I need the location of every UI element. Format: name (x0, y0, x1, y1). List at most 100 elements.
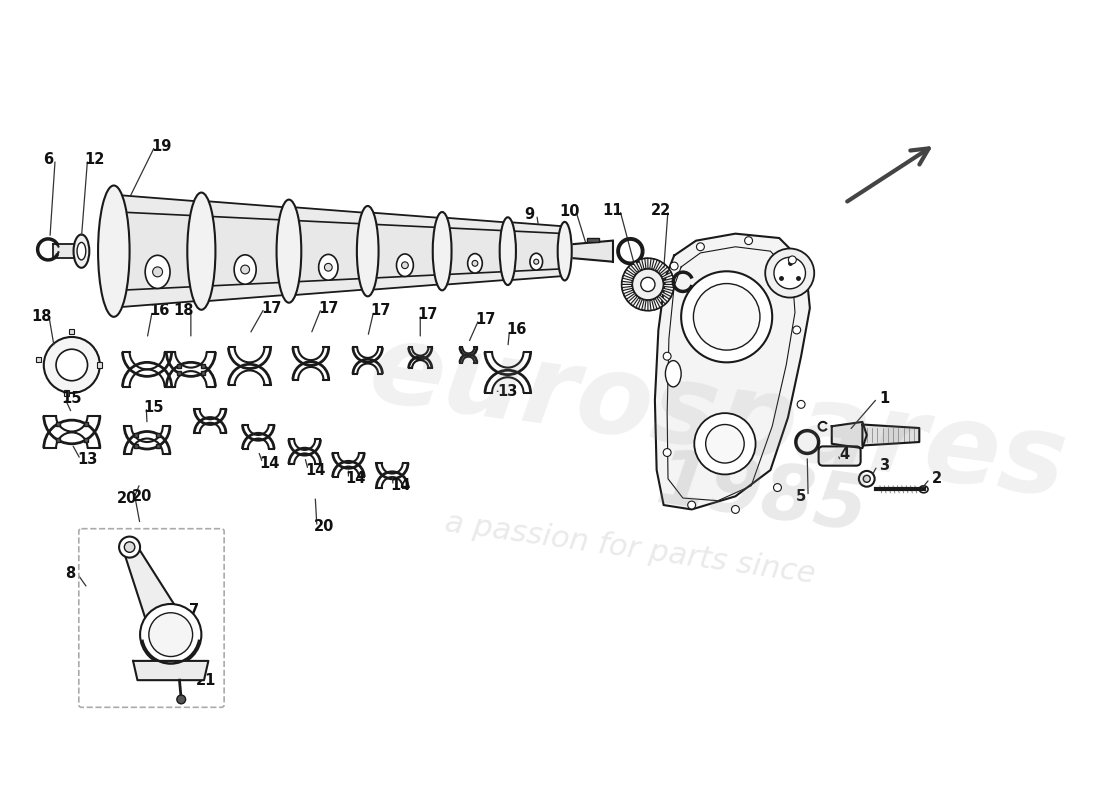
Polygon shape (624, 290, 634, 297)
Polygon shape (650, 258, 654, 269)
Polygon shape (658, 295, 668, 304)
Ellipse shape (319, 254, 338, 280)
Polygon shape (508, 231, 564, 271)
Polygon shape (657, 263, 665, 273)
Polygon shape (113, 212, 201, 290)
Circle shape (766, 249, 814, 298)
Polygon shape (201, 216, 289, 286)
Polygon shape (632, 261, 640, 271)
Polygon shape (639, 259, 645, 270)
Ellipse shape (356, 206, 378, 296)
Text: 20: 20 (132, 489, 152, 504)
Text: 7: 7 (189, 602, 199, 618)
Circle shape (119, 537, 140, 558)
Ellipse shape (666, 361, 681, 387)
Circle shape (696, 243, 704, 250)
Polygon shape (626, 294, 636, 302)
Text: 1: 1 (879, 390, 890, 406)
Ellipse shape (276, 200, 301, 302)
Circle shape (688, 501, 695, 509)
Text: 15: 15 (62, 390, 82, 406)
Ellipse shape (187, 193, 216, 310)
Ellipse shape (432, 212, 451, 290)
Polygon shape (133, 661, 208, 680)
Circle shape (774, 258, 805, 289)
Polygon shape (654, 234, 810, 510)
Text: 19: 19 (152, 138, 173, 154)
Polygon shape (53, 244, 75, 258)
Circle shape (177, 695, 186, 704)
Polygon shape (442, 228, 508, 274)
Circle shape (693, 283, 760, 350)
Text: 20: 20 (117, 490, 138, 506)
Text: 15: 15 (143, 399, 164, 414)
Polygon shape (653, 260, 660, 270)
Circle shape (798, 401, 805, 408)
Ellipse shape (499, 218, 516, 285)
Polygon shape (367, 224, 442, 278)
Polygon shape (662, 288, 673, 294)
Text: 14: 14 (389, 478, 410, 494)
Polygon shape (862, 425, 920, 446)
Text: 14: 14 (260, 455, 279, 470)
Text: 5: 5 (796, 489, 806, 504)
Polygon shape (662, 272, 672, 279)
Polygon shape (630, 296, 639, 306)
Circle shape (694, 413, 756, 474)
Polygon shape (512, 222, 561, 280)
Polygon shape (447, 218, 504, 285)
Bar (64, 390, 69, 396)
Polygon shape (656, 298, 663, 308)
Circle shape (745, 237, 752, 245)
Circle shape (641, 278, 654, 291)
Circle shape (864, 475, 870, 482)
Polygon shape (623, 275, 634, 281)
Circle shape (324, 263, 332, 271)
Bar (586, 238, 598, 242)
Ellipse shape (468, 254, 482, 273)
Circle shape (632, 269, 663, 300)
Circle shape (472, 261, 477, 266)
Circle shape (670, 262, 678, 270)
Text: 18: 18 (32, 310, 53, 324)
Circle shape (140, 604, 201, 666)
Polygon shape (621, 286, 632, 290)
Ellipse shape (98, 186, 130, 317)
Polygon shape (625, 270, 635, 277)
Polygon shape (645, 258, 648, 269)
Polygon shape (832, 422, 867, 448)
Text: 6: 6 (43, 152, 53, 166)
Polygon shape (621, 282, 632, 285)
Text: 17: 17 (318, 301, 339, 315)
Text: 22: 22 (651, 202, 671, 218)
Text: 11: 11 (603, 202, 623, 218)
Ellipse shape (558, 222, 572, 281)
Text: 1985: 1985 (651, 445, 872, 548)
Ellipse shape (920, 486, 928, 493)
Text: 9: 9 (525, 207, 535, 222)
Circle shape (663, 449, 671, 457)
Polygon shape (660, 267, 670, 275)
Circle shape (56, 350, 88, 381)
Circle shape (859, 471, 874, 486)
Text: 3: 3 (879, 458, 889, 473)
Ellipse shape (530, 254, 542, 270)
Circle shape (663, 352, 671, 360)
Ellipse shape (74, 234, 89, 268)
Text: 16: 16 (506, 322, 527, 338)
Polygon shape (289, 220, 367, 282)
Circle shape (534, 259, 539, 264)
Bar (97, 362, 102, 368)
Polygon shape (651, 299, 657, 310)
Text: 4: 4 (839, 446, 850, 462)
Polygon shape (373, 213, 438, 290)
Text: 21: 21 (196, 673, 216, 688)
Polygon shape (663, 278, 674, 282)
Polygon shape (573, 241, 613, 262)
Ellipse shape (234, 255, 256, 284)
Circle shape (793, 326, 801, 334)
Text: 16: 16 (150, 303, 169, 318)
Polygon shape (122, 195, 195, 307)
Circle shape (148, 613, 192, 657)
Text: 13: 13 (497, 384, 518, 398)
